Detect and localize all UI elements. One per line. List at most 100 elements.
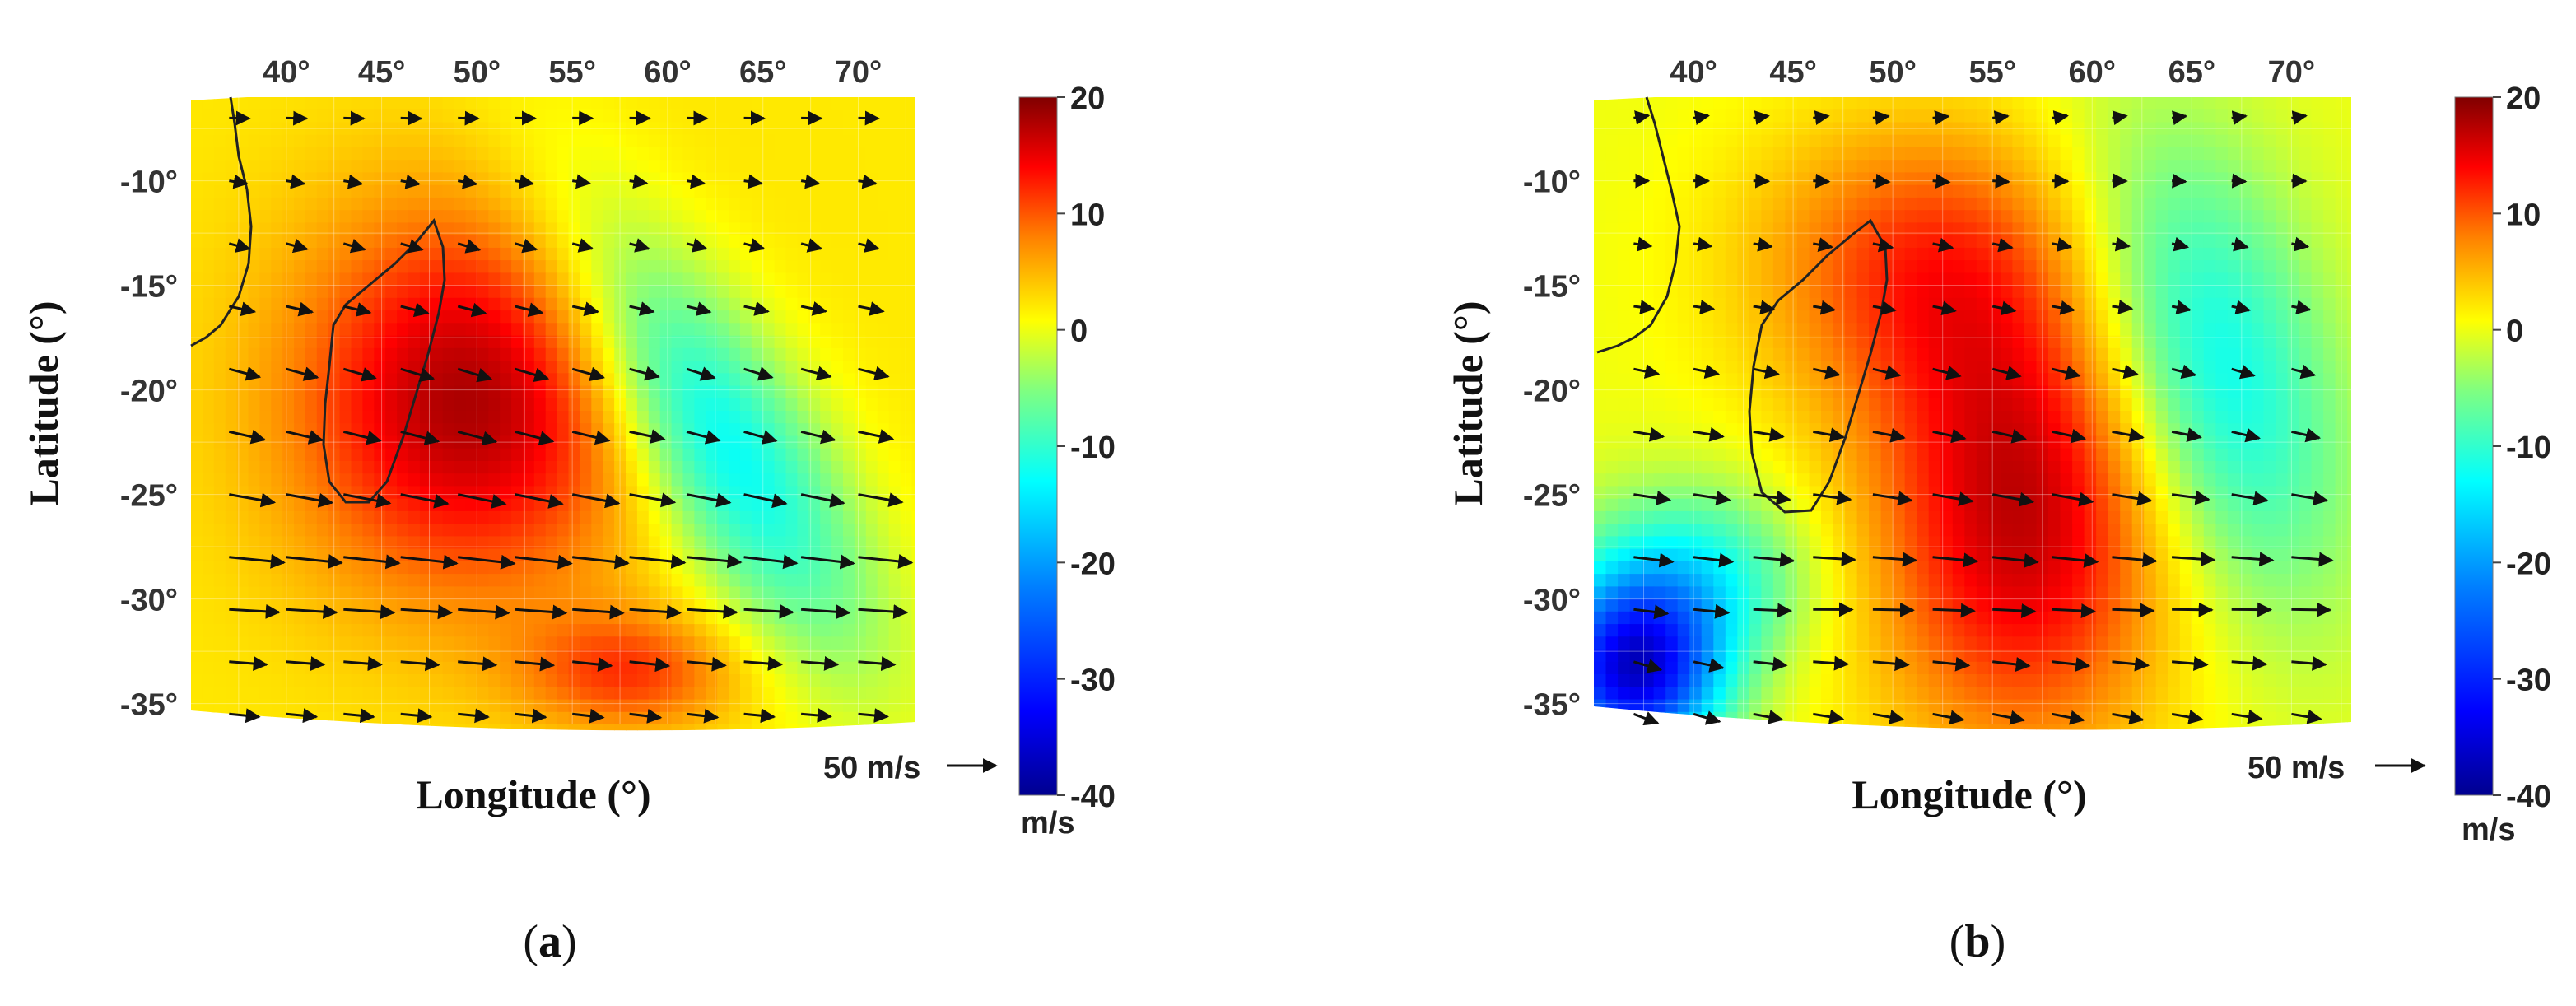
heat-cell <box>843 598 855 612</box>
heat-cell <box>865 649 878 663</box>
heat-cell <box>717 260 729 274</box>
heat-cell <box>854 661 867 675</box>
heat-cell <box>1856 160 1870 174</box>
heat-cell <box>1845 285 1858 299</box>
heat-cell <box>762 611 776 625</box>
heat-cell <box>557 574 570 588</box>
heat-cell <box>328 636 341 650</box>
heat-cell <box>739 687 752 701</box>
wind-vector <box>342 239 366 254</box>
heat-cell <box>236 448 249 462</box>
heat-cell <box>1893 347 1906 361</box>
heat-cell <box>248 197 261 211</box>
heat-cell <box>1988 172 2001 186</box>
heat-cell <box>671 235 684 249</box>
heat-cell <box>2144 172 2157 186</box>
heat-cell <box>213 172 226 186</box>
heat-cell <box>659 574 673 588</box>
heat-cell <box>888 373 901 387</box>
heat-cell <box>591 184 603 198</box>
heat-cell <box>557 486 570 500</box>
heat-cell <box>397 222 409 236</box>
heat-cell <box>1737 197 1750 211</box>
heat-cell <box>236 473 249 487</box>
heat-cell <box>774 297 787 311</box>
heat-cell <box>2215 285 2229 299</box>
heat-cell <box>2131 210 2145 224</box>
heat-cell <box>1845 310 1858 324</box>
heat-cell <box>1880 247 1894 261</box>
heat-cell <box>2012 272 2025 286</box>
heat-cell <box>2131 172 2145 186</box>
heat-cell <box>2144 97 2157 110</box>
heat-cell <box>820 260 832 274</box>
heat-cell <box>213 411 226 424</box>
heat-cell <box>191 373 203 387</box>
heat-cell <box>1701 97 1714 110</box>
heat-cell <box>533 586 547 600</box>
heat-cell <box>580 561 593 575</box>
heat-cell <box>488 335 501 349</box>
heat-cell <box>580 611 593 625</box>
heat-cell <box>2263 235 2276 249</box>
heat-cell <box>488 724 501 731</box>
heat-cell <box>739 536 752 550</box>
heat-cell <box>454 548 467 562</box>
heat-cell <box>671 661 684 675</box>
heat-cell <box>877 398 890 412</box>
heat-cell <box>2203 260 2217 274</box>
heat-cell <box>500 510 512 524</box>
heat-cell <box>1917 347 1930 361</box>
heat-cell <box>2155 373 2168 387</box>
heat-cell <box>636 498 650 512</box>
heat-cell <box>385 172 398 186</box>
heat-cell <box>808 210 821 224</box>
heat-cell <box>397 724 409 731</box>
heat-cell <box>865 461 878 474</box>
heat-cell <box>477 411 490 424</box>
heat-cell <box>271 435 283 449</box>
heat-cell <box>500 548 512 562</box>
heat-cell <box>419 674 432 687</box>
heat-cell <box>2108 97 2121 110</box>
heat-cell <box>557 699 570 713</box>
heat-cell <box>706 624 718 638</box>
heat-cell <box>603 335 615 349</box>
heat-cell <box>248 624 261 638</box>
heat-cell <box>2168 247 2181 261</box>
heat-cell <box>282 724 295 731</box>
heat-cell <box>533 197 547 211</box>
heat-cell <box>865 699 878 713</box>
heat-cell <box>271 524 283 538</box>
heat-cell <box>351 536 364 550</box>
heat-cell <box>1713 361 1726 374</box>
heat-cell <box>271 636 283 650</box>
heat-cell <box>259 586 273 600</box>
heat-cell <box>454 147 467 161</box>
heat-cell <box>1713 172 1726 186</box>
heat-cell <box>671 699 684 713</box>
heat-cell <box>419 524 432 538</box>
heat-cell <box>923 272 935 286</box>
heat-cell <box>362 134 375 148</box>
heat-cell <box>2144 235 2157 249</box>
wind-vector <box>457 174 478 189</box>
wind-vector <box>629 708 663 724</box>
heat-cell <box>1701 272 1714 286</box>
heat-cell <box>762 361 776 374</box>
heat-cell <box>626 347 638 361</box>
heat-cell <box>2311 260 2324 274</box>
heat-cell <box>442 536 455 550</box>
heat-cell <box>248 611 261 625</box>
heat-cell <box>706 536 718 550</box>
heat-cell <box>488 510 501 524</box>
heat-cell <box>1653 210 1666 224</box>
wind-vector <box>629 604 682 620</box>
heat-cell <box>545 561 558 575</box>
heat-cell <box>1869 97 1882 110</box>
heat-cell <box>1653 373 1666 387</box>
heat-cell <box>316 524 329 538</box>
heat-cell <box>1904 134 1917 148</box>
heat-cell <box>2335 323 2348 337</box>
heat-cell <box>316 373 329 387</box>
